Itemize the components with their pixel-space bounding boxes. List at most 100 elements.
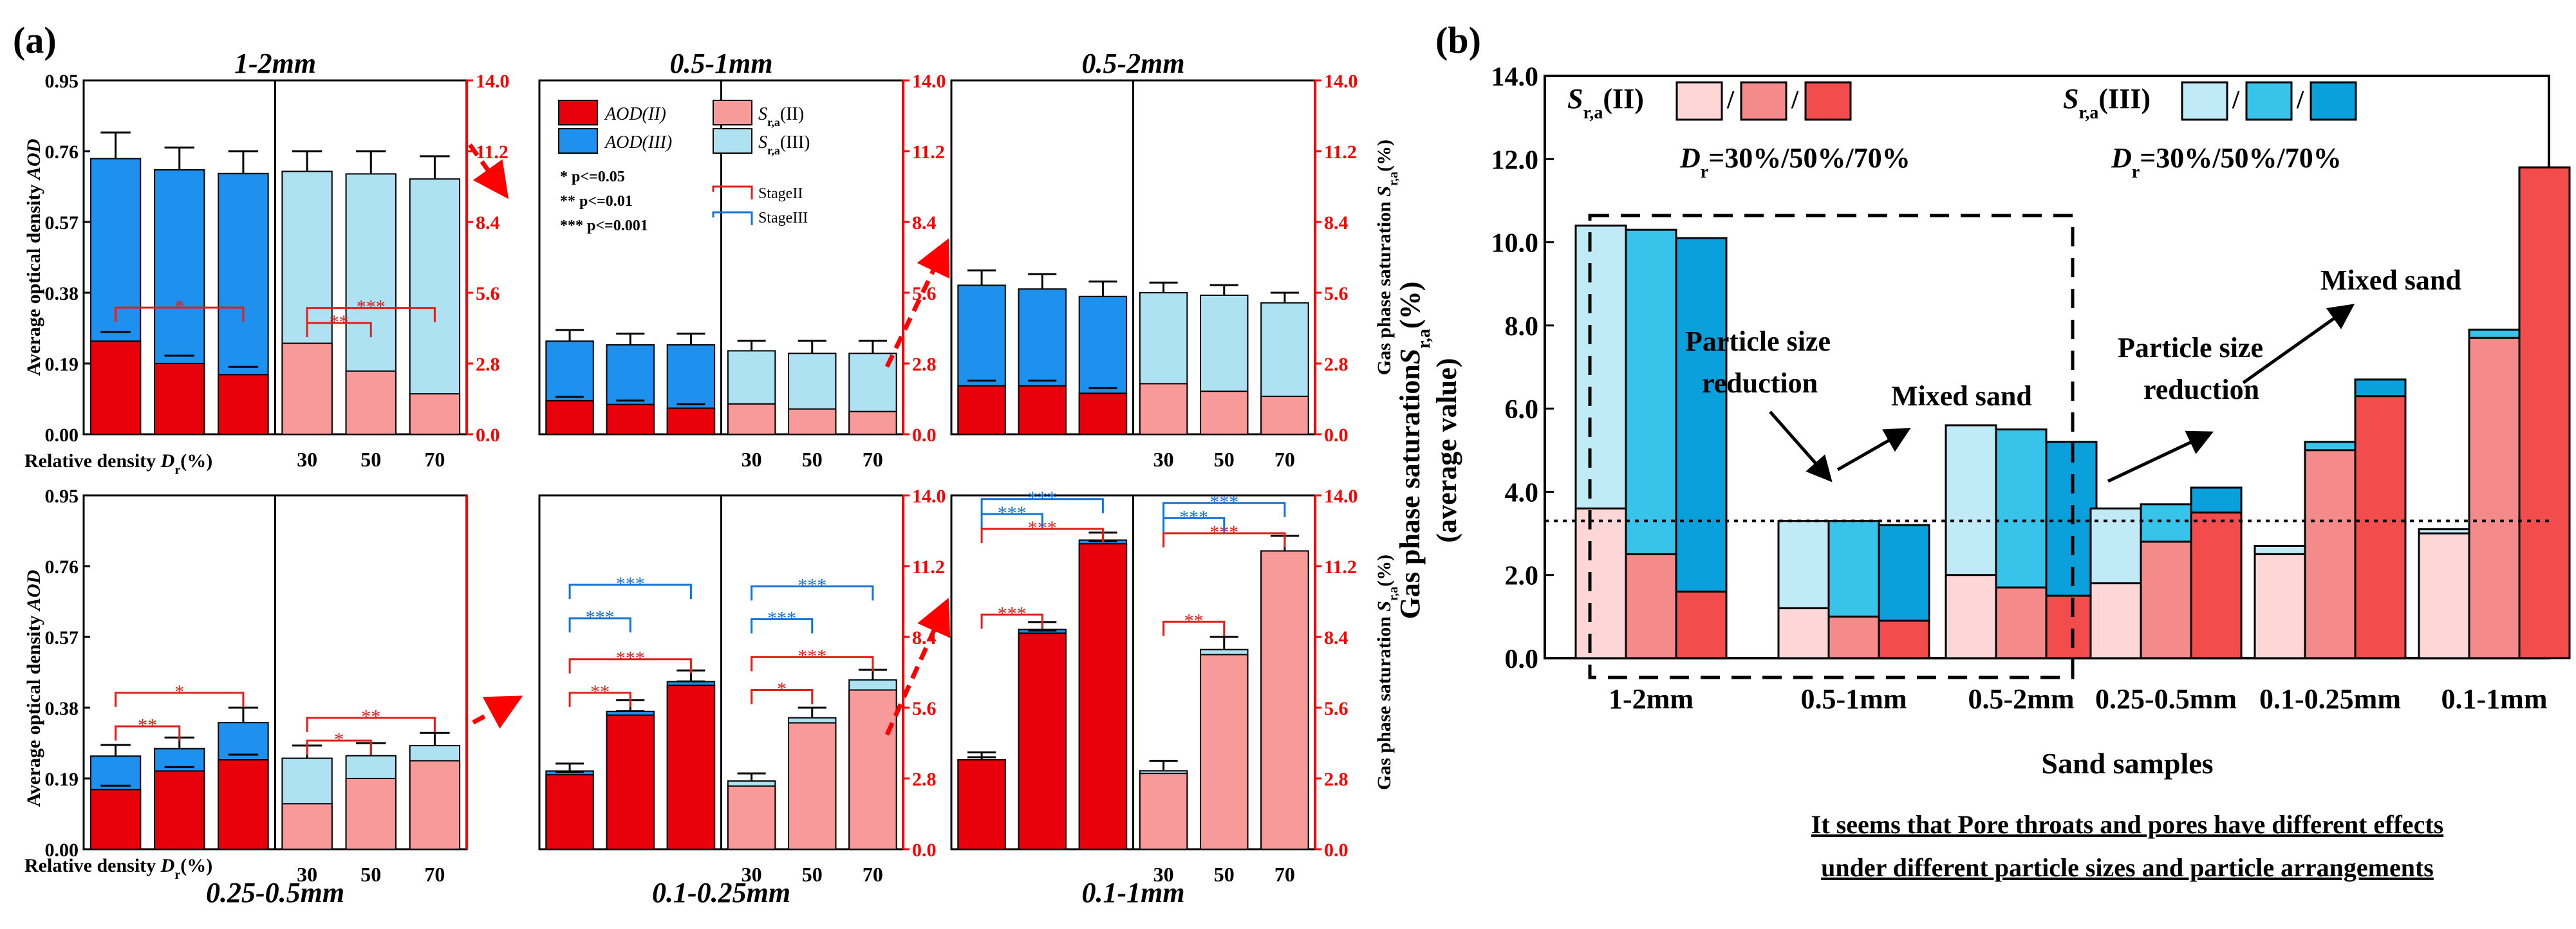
left-tick-label-a1-2: 0.38 bbox=[45, 283, 79, 304]
left-tick-label-a4-5: 0.95 bbox=[45, 486, 79, 507]
a-left-label-italic-2: AOD bbox=[23, 570, 44, 612]
bar-aod2-a2-1 bbox=[606, 403, 655, 435]
sig-label-r-a1-0: ** bbox=[330, 311, 349, 333]
legend-stage3: StageIII bbox=[758, 210, 808, 226]
bar-sra2-a4-2 bbox=[409, 760, 461, 850]
bar-sra2-a5-0 bbox=[727, 785, 776, 851]
b-arrow-mixed-2 bbox=[2242, 304, 2355, 385]
sig-label-l-a4-0: ** bbox=[138, 715, 157, 736]
legend-stage2: StageII bbox=[758, 185, 803, 202]
a-top-left-axis-title: Average optical density AOD bbox=[23, 139, 44, 376]
bar-sra2-a1-2 bbox=[409, 393, 461, 436]
a-left-label-plain-2: Average optical density bbox=[23, 611, 44, 807]
legend-p3: *** p<=0.001 bbox=[560, 217, 648, 234]
sig-label-r-a5-1: *** bbox=[798, 645, 826, 667]
left-tick-label-a4-2: 0.38 bbox=[45, 698, 79, 719]
left-tick-label-a4-1: 0.19 bbox=[45, 769, 79, 790]
right-tick-label-a1-4: 11.2 bbox=[476, 142, 509, 163]
panel-b-chart: 0.0 2.0 4.0 6.0 8.0 10.0 12.0 14.0 1-2mm 0.5-1mm 0… bbox=[1491, 62, 2571, 715]
b-y-axis-title: Gas phase saturationSr,a(%) bbox=[1394, 282, 1434, 620]
arrow-a2-a3 bbox=[884, 238, 950, 368]
b-legend-dr-1: Dr=30%/50%/70% bbox=[1679, 142, 1910, 182]
sig-bracket-l-a6-3 bbox=[980, 498, 1104, 513]
bar-aod2-a4-1 bbox=[154, 770, 205, 850]
b-annot-psr-2a: Particle size bbox=[2118, 332, 2263, 363]
sig-label-l-a5-0: ** bbox=[590, 681, 610, 703]
sig-bracket-r-a4-0 bbox=[306, 739, 372, 755]
sig-label-l-a4-1: * bbox=[174, 681, 184, 703]
sig-bracket-r-a5-1 bbox=[751, 656, 874, 672]
right-tick-label-a6-3: 8.4 bbox=[1324, 627, 1349, 648]
bar-aod2-a1-0 bbox=[89, 340, 142, 436]
b-y-tick-label-1: 2.0 bbox=[1505, 562, 1539, 591]
sig-bracket-r-a5-0 bbox=[751, 689, 814, 704]
bar-aod2-a5-2 bbox=[666, 685, 716, 851]
b-legend-swatch-b30 bbox=[2181, 81, 2228, 121]
cat-label-a1-0: 30 bbox=[297, 448, 317, 471]
sig-bracket-r-a6-2 bbox=[1162, 517, 1226, 533]
bar-aod2-a6-0 bbox=[957, 759, 1006, 850]
subplot-a3: 0.5-2mm 30 50 70 0.0 2.8 5.6 8.4 11.2 14.0 bbox=[950, 48, 1358, 471]
bar-sra2-a6-1 bbox=[1200, 654, 1249, 850]
sig-label-l-a6-2: *** bbox=[998, 502, 1027, 524]
legend-aod3: AOD(III) bbox=[604, 133, 672, 152]
b-legend-swatch-r30 bbox=[1675, 81, 1723, 121]
b-x-label-1: 0.5-1mm bbox=[1801, 683, 1907, 715]
sig-label-r-a5-2: *** bbox=[767, 608, 796, 629]
sig-label-r-a4-1: ** bbox=[361, 706, 380, 728]
legend-p2: ** p<=0.01 bbox=[560, 193, 633, 210]
svg-text:Average optical density AOD: Average optical density AOD bbox=[23, 139, 44, 376]
cat-label-a4-0: 30 bbox=[297, 863, 317, 886]
legend-sra2: Sr,a(II) bbox=[758, 104, 804, 129]
cat-label-a1-1: 50 bbox=[360, 448, 381, 471]
b-bar-s2-5-1 bbox=[2468, 336, 2521, 659]
right-axis-title-plain: Gas phase saturation bbox=[1374, 612, 1395, 791]
b-bar-s2-0-1 bbox=[1625, 553, 1677, 659]
bar-sra2-a2-0 bbox=[727, 403, 776, 435]
b-y-axis-title-2: (average value) bbox=[1431, 358, 1462, 542]
cat-label-a1-2: 70 bbox=[424, 448, 445, 471]
right-tick-label-a5-5: 14.0 bbox=[912, 486, 946, 507]
subplot-title-a6: 0.1-1mm bbox=[1081, 877, 1184, 908]
panel-b-label: (b) bbox=[1435, 19, 1481, 61]
sig-bracket-l-a6-1 bbox=[980, 528, 1104, 544]
right-tick-label-a5-0: 0.0 bbox=[912, 840, 937, 861]
right-tick-label-a3-3: 8.4 bbox=[1324, 212, 1349, 234]
bar-sra2-a4-1 bbox=[345, 778, 397, 850]
sig-label-l-a6-0: *** bbox=[998, 603, 1027, 624]
b-legend-s3: Sr,a(III) bbox=[2063, 83, 2151, 123]
left-tick-label-a1-3: 0.57 bbox=[45, 212, 79, 234]
b-bar-s2-5-0 bbox=[2418, 532, 2470, 659]
bar-aod2-a4-0 bbox=[89, 789, 142, 850]
b-bar-s2-2-1 bbox=[1995, 586, 2048, 659]
left-tick-label-a1-1: 0.19 bbox=[45, 354, 79, 375]
subplot-title-a3: 0.5-2mm bbox=[1081, 48, 1184, 79]
bar-sra2-a6-2 bbox=[1260, 550, 1309, 851]
right-tick-label-a2-3: 8.4 bbox=[912, 212, 937, 234]
b-legend-sep-3: / bbox=[2232, 85, 2240, 114]
a-bottom-left-axis-title: Average optical density AOD bbox=[23, 570, 44, 807]
sig-bracket-l-a4-0 bbox=[115, 725, 181, 740]
bar-aod2-a3-0 bbox=[957, 385, 1006, 435]
right-tick-label-a1-5: 14.0 bbox=[476, 71, 510, 92]
bar-sra2-a5-1 bbox=[788, 722, 837, 850]
b-x-label-4: 0.1-0.25mm bbox=[2259, 683, 2401, 715]
b-y-tick-label-7: 14.0 bbox=[1491, 62, 1539, 92]
sig-label-r-a6-3: *** bbox=[1209, 492, 1238, 513]
b-x-label-0: 1-2mm bbox=[1609, 683, 1694, 715]
left-tick-label-a4-4: 0.76 bbox=[45, 556, 79, 578]
right-tick-label-a5-2: 5.6 bbox=[912, 698, 937, 719]
sig-label-r-a1-1: *** bbox=[357, 297, 386, 318]
bar-sra2-a4-0 bbox=[281, 803, 333, 851]
subplot-title-a1: 1-2mm bbox=[234, 48, 316, 79]
bar-sra2-a2-2 bbox=[848, 410, 897, 436]
b-legend-s2: Sr,a(II) bbox=[1567, 83, 1644, 123]
bar-sra2-a2-1 bbox=[788, 408, 837, 436]
b-bar-s2-0-2 bbox=[1675, 591, 1728, 659]
cat-label-a2-2: 70 bbox=[863, 448, 883, 471]
b-caption-line2: under different particle sizes and parti… bbox=[1821, 853, 2434, 882]
right-axis-title-sub: r,a bbox=[1386, 172, 1401, 186]
